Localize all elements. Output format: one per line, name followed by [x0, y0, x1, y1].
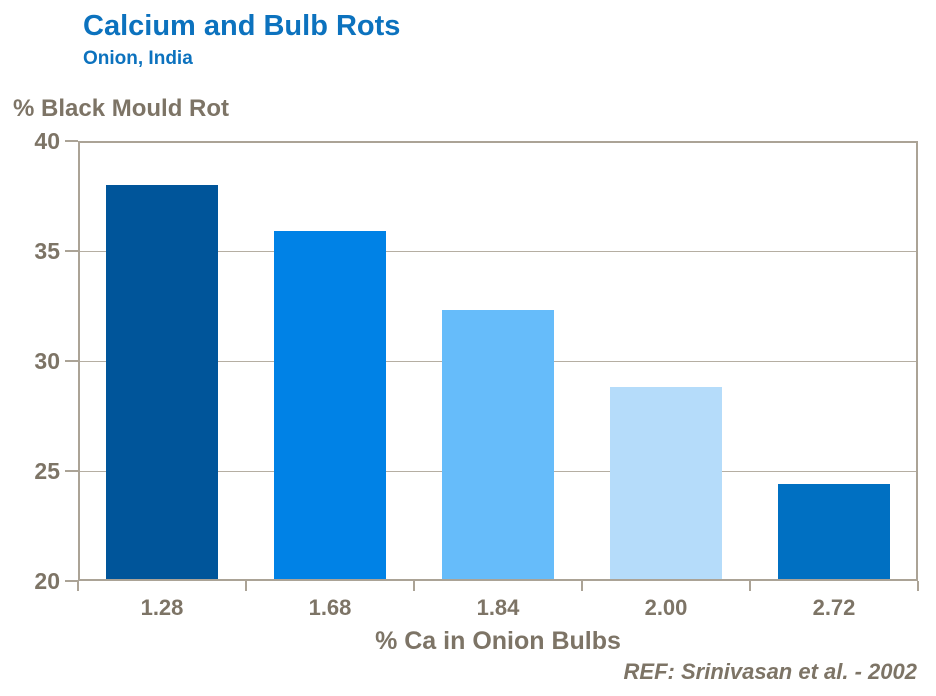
plot-area: [78, 141, 918, 581]
x-label-2.00: 2.00: [644, 595, 688, 620]
x-tick-mark-5: [917, 581, 919, 591]
bar-2.00: [610, 387, 722, 581]
y-tick-mark-40: [65, 140, 78, 142]
x-tick-mark-4: [749, 581, 751, 591]
bar-1.84: [442, 310, 554, 581]
chart-subtitle: Onion, India: [83, 48, 193, 69]
y-tick-label-25: 25: [34, 458, 60, 484]
x-label-1.28: 1.28: [140, 595, 184, 620]
y-axis-title: % Black Mould Rot: [13, 95, 230, 122]
y-tick-mark-35: [65, 250, 78, 252]
reference-note: REF: Srinivasan et al. - 2002: [623, 659, 917, 684]
x-tick-mark-3: [581, 581, 583, 591]
chart-title: Calcium and Bulb Rots: [83, 10, 401, 42]
y-tick-mark-20: [65, 580, 78, 582]
gridline-35: [80, 250, 916, 252]
bar-1.28: [106, 185, 218, 581]
y-tick-label-30: 30: [34, 348, 60, 374]
y-tick-label-40: 40: [34, 128, 60, 154]
x-label-1.84: 1.84: [476, 595, 520, 620]
x-tick-mark-1: [245, 581, 247, 591]
x-label-2.72: 2.72: [812, 595, 856, 620]
x-axis-title: % Ca in Onion Bulbs: [375, 627, 621, 655]
y-tick-label-35: 35: [34, 238, 60, 264]
bar-2.72: [778, 484, 890, 581]
bar-1.68: [274, 231, 386, 581]
x-tick-mark-2: [413, 581, 415, 591]
y-tick-label-20: 20: [34, 568, 60, 594]
x-label-1.68: 1.68: [308, 595, 352, 620]
y-tick-mark-25: [65, 470, 78, 472]
x-tick-mark-0: [77, 581, 79, 591]
y-tick-mark-30: [65, 360, 78, 362]
